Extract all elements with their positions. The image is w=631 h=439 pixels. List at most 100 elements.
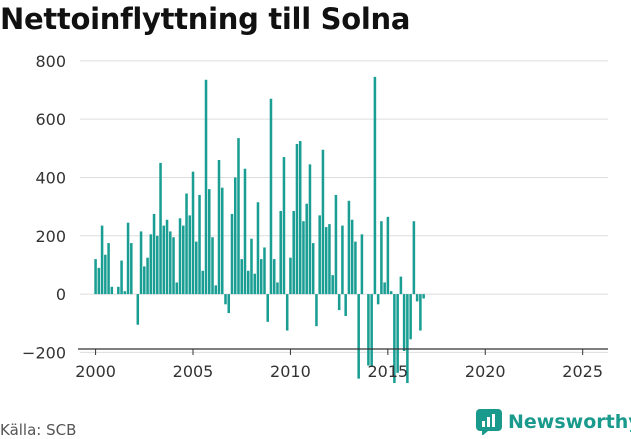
bar xyxy=(383,282,386,295)
bar xyxy=(178,218,182,295)
bar xyxy=(240,259,244,295)
bar xyxy=(266,294,269,322)
bar xyxy=(370,294,373,368)
x-axis: 2000 2005 2010 2015 2020 2025 xyxy=(75,348,608,381)
bar xyxy=(402,294,406,351)
bar xyxy=(175,282,179,295)
bar xyxy=(318,215,321,295)
y-tick-label: 200 xyxy=(35,227,66,246)
bar xyxy=(422,294,425,299)
bar xyxy=(419,294,422,331)
bar xyxy=(224,294,227,305)
x-tick-label: 2000 xyxy=(75,362,116,381)
x-tick-label: 2010 xyxy=(270,362,311,381)
bar xyxy=(253,273,256,295)
bar xyxy=(328,224,331,295)
bar xyxy=(146,257,149,295)
bar xyxy=(259,259,263,295)
newsworthy-logo: Newsworthy xyxy=(476,409,631,435)
bar xyxy=(393,294,396,384)
bar xyxy=(191,171,195,295)
bar xyxy=(321,149,325,295)
bar xyxy=(334,194,338,295)
bar xyxy=(376,294,380,305)
bar xyxy=(331,275,334,295)
bar xyxy=(188,215,192,295)
bar xyxy=(97,267,101,295)
bar xyxy=(389,291,393,295)
bar xyxy=(126,222,130,295)
bar xyxy=(100,225,104,295)
bar xyxy=(295,143,299,295)
bar xyxy=(298,141,302,295)
grid-lines xyxy=(80,60,608,353)
bar xyxy=(165,219,169,295)
bar xyxy=(311,243,315,295)
bar xyxy=(386,216,390,295)
bars xyxy=(94,76,425,384)
bar xyxy=(143,266,146,295)
bar xyxy=(169,231,172,295)
bar xyxy=(276,282,279,295)
bar xyxy=(354,241,357,295)
bar xyxy=(415,294,419,302)
x-tick-label: 2015 xyxy=(367,362,408,381)
x-tick-label: 2005 xyxy=(173,362,214,381)
bar xyxy=(399,276,403,295)
bar xyxy=(230,213,234,295)
bar xyxy=(367,294,370,366)
bar xyxy=(246,270,250,295)
bar xyxy=(409,294,412,340)
bar xyxy=(172,237,175,295)
bar xyxy=(130,243,133,295)
bar xyxy=(360,234,364,295)
bar xyxy=(269,98,273,295)
bar xyxy=(350,219,354,295)
bar xyxy=(182,225,185,295)
bar xyxy=(233,177,237,295)
x-tick-label: 2020 xyxy=(465,362,506,381)
x-tick-label: 2025 xyxy=(562,362,603,381)
bar xyxy=(139,231,143,295)
newsworthy-icon xyxy=(476,409,502,435)
bar xyxy=(156,235,159,295)
bar xyxy=(324,227,328,295)
bar xyxy=(201,270,205,295)
bar xyxy=(272,259,276,295)
bar xyxy=(302,221,305,295)
bar xyxy=(195,241,198,295)
bar xyxy=(220,187,224,295)
bar xyxy=(357,294,360,379)
bar xyxy=(227,294,231,314)
bar xyxy=(149,234,153,295)
y-tick-label: 600 xyxy=(35,110,66,129)
bar xyxy=(256,202,260,295)
bar xyxy=(159,162,162,295)
bar xyxy=(380,221,383,295)
bar xyxy=(315,294,318,327)
y-tick-label: 0 xyxy=(56,285,66,304)
bar xyxy=(214,285,218,295)
bar xyxy=(282,157,286,295)
bar xyxy=(204,79,208,295)
bar xyxy=(117,286,120,295)
bar xyxy=(136,294,140,325)
bar xyxy=(344,294,347,316)
bar xyxy=(373,76,377,295)
source-note: Källa: SCB xyxy=(0,421,77,439)
bar xyxy=(185,193,188,295)
y-tick-label: 400 xyxy=(35,168,66,187)
bar xyxy=(406,294,409,384)
bar xyxy=(341,225,344,295)
bar xyxy=(308,164,312,295)
y-tick-label: −200 xyxy=(22,343,66,362)
bar xyxy=(243,168,247,295)
chart-title: Nettoinflyttning till Solna xyxy=(0,2,411,36)
bar xyxy=(152,213,156,295)
bar xyxy=(250,238,253,295)
bar xyxy=(263,247,266,295)
y-tick-label: 800 xyxy=(35,52,66,71)
bar xyxy=(412,221,416,295)
bar xyxy=(217,159,221,295)
bar xyxy=(285,294,289,331)
